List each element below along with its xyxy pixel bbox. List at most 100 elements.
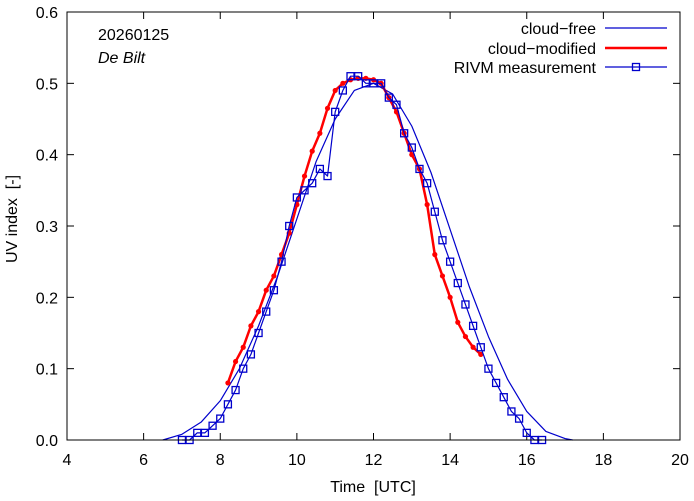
rivm-measurement-point — [430, 207, 439, 216]
rivm-measurement-point — [438, 236, 447, 245]
date-label: 20260125 — [98, 27, 169, 44]
rivm-measurement-point — [200, 428, 210, 438]
x-tick-label: 8 — [216, 452, 225, 469]
legend-label: RIVM measurement — [454, 60, 597, 77]
x-tick-label: 20 — [671, 452, 689, 469]
x-tick-label: 14 — [441, 452, 459, 469]
rivm-measurement-point — [445, 257, 455, 266]
rivm-measurement-point — [208, 421, 217, 430]
cloud-modified-point — [248, 323, 254, 329]
cloud-modified-point — [332, 87, 338, 94]
cloud-modified-point — [462, 333, 469, 340]
cloud-free-line — [162, 82, 573, 441]
rivm-measurement-point — [269, 286, 279, 295]
x-axis-label: Time [UTC] — [330, 479, 416, 496]
x-tick-label: 12 — [365, 452, 383, 469]
rivm-measurement-point — [361, 79, 370, 88]
cloud-modified-point — [271, 273, 277, 279]
rivm-measurement-point — [499, 393, 508, 402]
plot-frame — [66, 11, 681, 441]
legend-marker — [631, 62, 641, 72]
cloud-modified-point — [225, 380, 231, 386]
series-1 — [162, 82, 573, 441]
tick-labels: 4 6 8 10 12 14 16 18 20 0.0 0.1 0.2 0.3 0.4 0.5 0.6 — [36, 5, 689, 469]
rivm-measurement-point — [223, 400, 233, 409]
rivm-measurement-point — [300, 186, 309, 195]
cloud-modified-point — [409, 152, 415, 158]
y-axis-label: UV index [-] — [4, 175, 21, 263]
rivm-measurement-point — [369, 79, 378, 88]
x-tick-label: 16 — [518, 452, 536, 469]
rivm-measurement-point — [231, 385, 240, 395]
rivm-measurement-point — [239, 364, 248, 373]
x-tick-label: 10 — [288, 452, 306, 469]
cloud-modified-point — [309, 148, 315, 154]
y-tick-label: 0.0 — [36, 433, 58, 450]
y-tick-label: 0.6 — [36, 5, 58, 22]
cloud-modified-point — [232, 358, 239, 365]
legend-label: cloud−free — [521, 21, 596, 38]
cloud-modified-point — [478, 351, 484, 357]
y-tick-label: 0.5 — [36, 76, 58, 93]
x-tick-label: 4 — [63, 452, 72, 469]
rivm-measurement-point — [461, 300, 470, 309]
cloud-modified-point — [455, 319, 461, 325]
rivm-measurement-point — [522, 428, 531, 438]
rivm-measurement-point — [285, 221, 294, 231]
rivm-measurement-point — [422, 179, 432, 188]
x-tick-label: 18 — [594, 452, 612, 469]
cloud-modified-point — [301, 173, 308, 179]
rivm-measurement-point — [262, 307, 271, 316]
legend-entry: RIVM measurement — [454, 60, 667, 77]
y-tick-label: 0.4 — [36, 148, 58, 165]
rivm-measurement-point — [384, 93, 393, 102]
cloud-modified-point — [470, 344, 476, 350]
rivm-measurement-point — [346, 72, 355, 81]
y-tick-label: 0.2 — [36, 290, 58, 307]
cloud-modified-point — [263, 287, 269, 293]
legend-entry: cloud−free — [521, 21, 667, 38]
legend-entry: cloud−modified — [488, 41, 667, 58]
legend: cloud−free cloud−modified RIVM measurement — [454, 21, 667, 77]
cloud-modified-point — [447, 294, 453, 300]
rivm-measurement-line — [181, 75, 543, 441]
cloud-modified-point — [439, 273, 446, 279]
rivm-measurement-point — [216, 414, 225, 423]
rivm-measurement-point — [246, 350, 256, 359]
cloud-modified-point — [424, 202, 430, 208]
rivm-measurement-point — [476, 343, 485, 352]
cloud-modified-point — [255, 309, 262, 315]
station-label: De Bilt — [98, 50, 146, 67]
x-tick-label: 6 — [139, 452, 148, 469]
rivm-measurement-point — [392, 100, 401, 109]
cloud-modified-point — [317, 130, 323, 136]
rivm-measurement-point — [277, 257, 286, 266]
rivm-measurement-point — [308, 179, 317, 188]
cloud-modified-point — [340, 80, 346, 86]
rivm-measurement-point — [415, 164, 424, 174]
series-layer — [162, 72, 573, 445]
y-tick-label: 0.1 — [36, 362, 58, 379]
rivm-measurement-point — [323, 171, 332, 181]
rivm-measurement-point — [407, 143, 416, 152]
rivm-measurement-point — [331, 107, 340, 117]
rivm-measurement-point — [468, 321, 478, 331]
rivm-measurement-point — [453, 278, 462, 288]
rivm-measurement-point — [254, 328, 263, 338]
series-2 — [225, 75, 484, 386]
rivm-measurement-point — [514, 414, 524, 423]
rivm-measurement-point — [491, 378, 501, 388]
rivm-measurement-point — [354, 72, 363, 81]
cloud-modified-point — [432, 251, 438, 258]
cloud-modified-point — [324, 105, 331, 111]
rivm-measurement-point — [315, 164, 325, 174]
rivm-measurement-point — [338, 86, 348, 95]
rivm-measurement-point — [292, 193, 302, 202]
series-3 — [177, 72, 547, 445]
rivm-measurement-point — [484, 364, 493, 373]
rivm-measurement-point — [399, 129, 409, 138]
rivm-measurement-point — [193, 428, 202, 438]
legend-label: cloud−modified — [488, 41, 596, 58]
cloud-modified-line — [226, 77, 482, 384]
cloud-modified-point — [240, 344, 246, 350]
